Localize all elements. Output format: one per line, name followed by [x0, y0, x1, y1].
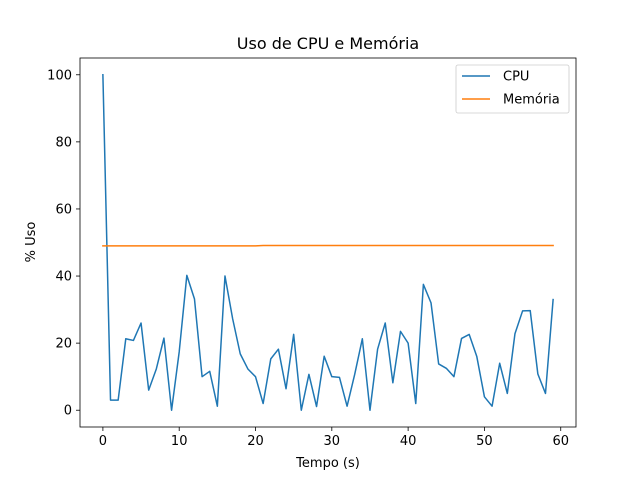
x-tick-label: 50: [476, 434, 493, 449]
x-tick-label: 40: [400, 434, 417, 449]
y-tick-label: 60: [55, 202, 72, 217]
legend-box: [455, 64, 570, 114]
series-line-cpu: [102, 74, 554, 411]
legend-label-memoria: Memória: [503, 93, 560, 108]
y-axis-label: % Uso: [24, 222, 39, 263]
legend-label-cpu: CPU: [503, 70, 529, 85]
axes-frame: [79, 57, 577, 428]
x-axis-label: Tempo (s): [295, 456, 360, 471]
y-tick-label: 20: [55, 337, 72, 352]
y-tick-label: 80: [55, 135, 72, 150]
chart-title: Uso de CPU e Memória: [237, 34, 419, 53]
legend: CPU Memória: [455, 64, 570, 114]
x-tick-label: 60: [552, 434, 569, 449]
plot-area: 0 10 20 30 40 50 60 0 20 40 60 80 100: [47, 57, 577, 449]
y-tick-label: 0: [64, 404, 72, 419]
x-tick-label: 20: [247, 434, 264, 449]
x-tick-label: 0: [99, 434, 107, 449]
y-tick-label: 100: [47, 68, 72, 83]
x-tick-label: 10: [171, 434, 188, 449]
y-tick-label: 40: [55, 270, 72, 285]
x-tick-label: 30: [324, 434, 341, 449]
